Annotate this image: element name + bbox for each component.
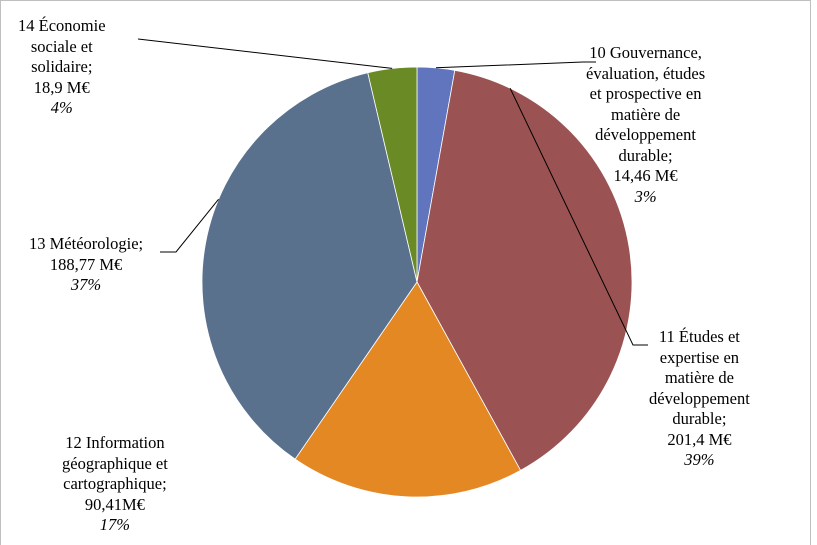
slice-label-11-line-2: matière de: [664, 368, 734, 387]
slice-label-10-line-2: et prospective en: [589, 84, 702, 103]
slice-percent-14: 4%: [50, 98, 73, 117]
slice-label-11-line-0: 11 Études et: [658, 327, 740, 346]
slice-label-10-line-6: 14,46 M€: [613, 166, 678, 185]
slice-label-14-line-2: solidaire;: [31, 57, 93, 76]
slice-label-12-line-3: 90,41M€: [84, 494, 145, 514]
slice-label-11: 11 Études et expertise en matière de dév…: [649, 327, 750, 471]
pie-slice-14: [367, 66, 418, 283]
slice-label-11-line-3: développement: [649, 388, 750, 408]
slice-label-11-line-1: expertise en: [659, 347, 740, 367]
slice-label-10-line-5: durable;: [618, 145, 673, 165]
slice-label-14-line-3: 18,9 M€: [33, 77, 90, 97]
slice-percent-12: 17%: [99, 515, 131, 534]
slice-label-13-line-1: 188,77 M€: [49, 254, 123, 274]
slice-label-10-line-4: développement: [595, 125, 696, 144]
leader-line-14: [137, 38, 393, 69]
slice-label-10-line-0: 10 Gouvernance,: [589, 43, 702, 62]
slice-label-13-line-0: 13 Météorologie;: [29, 234, 144, 253]
leader-line-11: [509, 87, 648, 346]
slice-label-12-line-0: 12 Information: [65, 433, 165, 452]
leader-line-13: [160, 198, 219, 253]
leader-lines: [137, 38, 648, 346]
slice-label-10: 10 Gouvernance, évaluation, études et pr…: [586, 43, 705, 207]
slice-label-10-line-1: évaluation, études: [586, 63, 706, 83]
slice-label-10-line-3: matière de: [610, 104, 681, 124]
pie-slice-13: [201, 72, 418, 460]
slice-percent-10: 3%: [634, 186, 657, 206]
pie-slice-11: [416, 69, 633, 471]
slice-label-11-line-4: durable;: [672, 409, 727, 428]
slice-label-14-line-0: 14 Économie: [18, 16, 106, 35]
slice-label-14: 14 Économie sociale et solidaire; 18,9 M…: [18, 16, 106, 119]
slice-label-12: 12 Information géographique et cartograp…: [62, 433, 168, 536]
slice-percent-13: 37%: [70, 275, 102, 294]
slice-label-11-line-5: 201,4 M€: [667, 429, 732, 449]
leader-line-10: [435, 61, 596, 69]
slice-label-12-line-2: cartographique;: [63, 474, 167, 493]
slice-label-14-line-1: sociale et: [30, 36, 93, 56]
pie-slices: [201, 66, 633, 498]
slice-percent-11: 39%: [684, 450, 715, 469]
slice-label-13: 13 Météorologie; 188,77 M€ 37%: [29, 234, 143, 296]
pie-slice-12: [294, 281, 522, 498]
slice-label-12-line-1: géographique et: [62, 453, 168, 473]
